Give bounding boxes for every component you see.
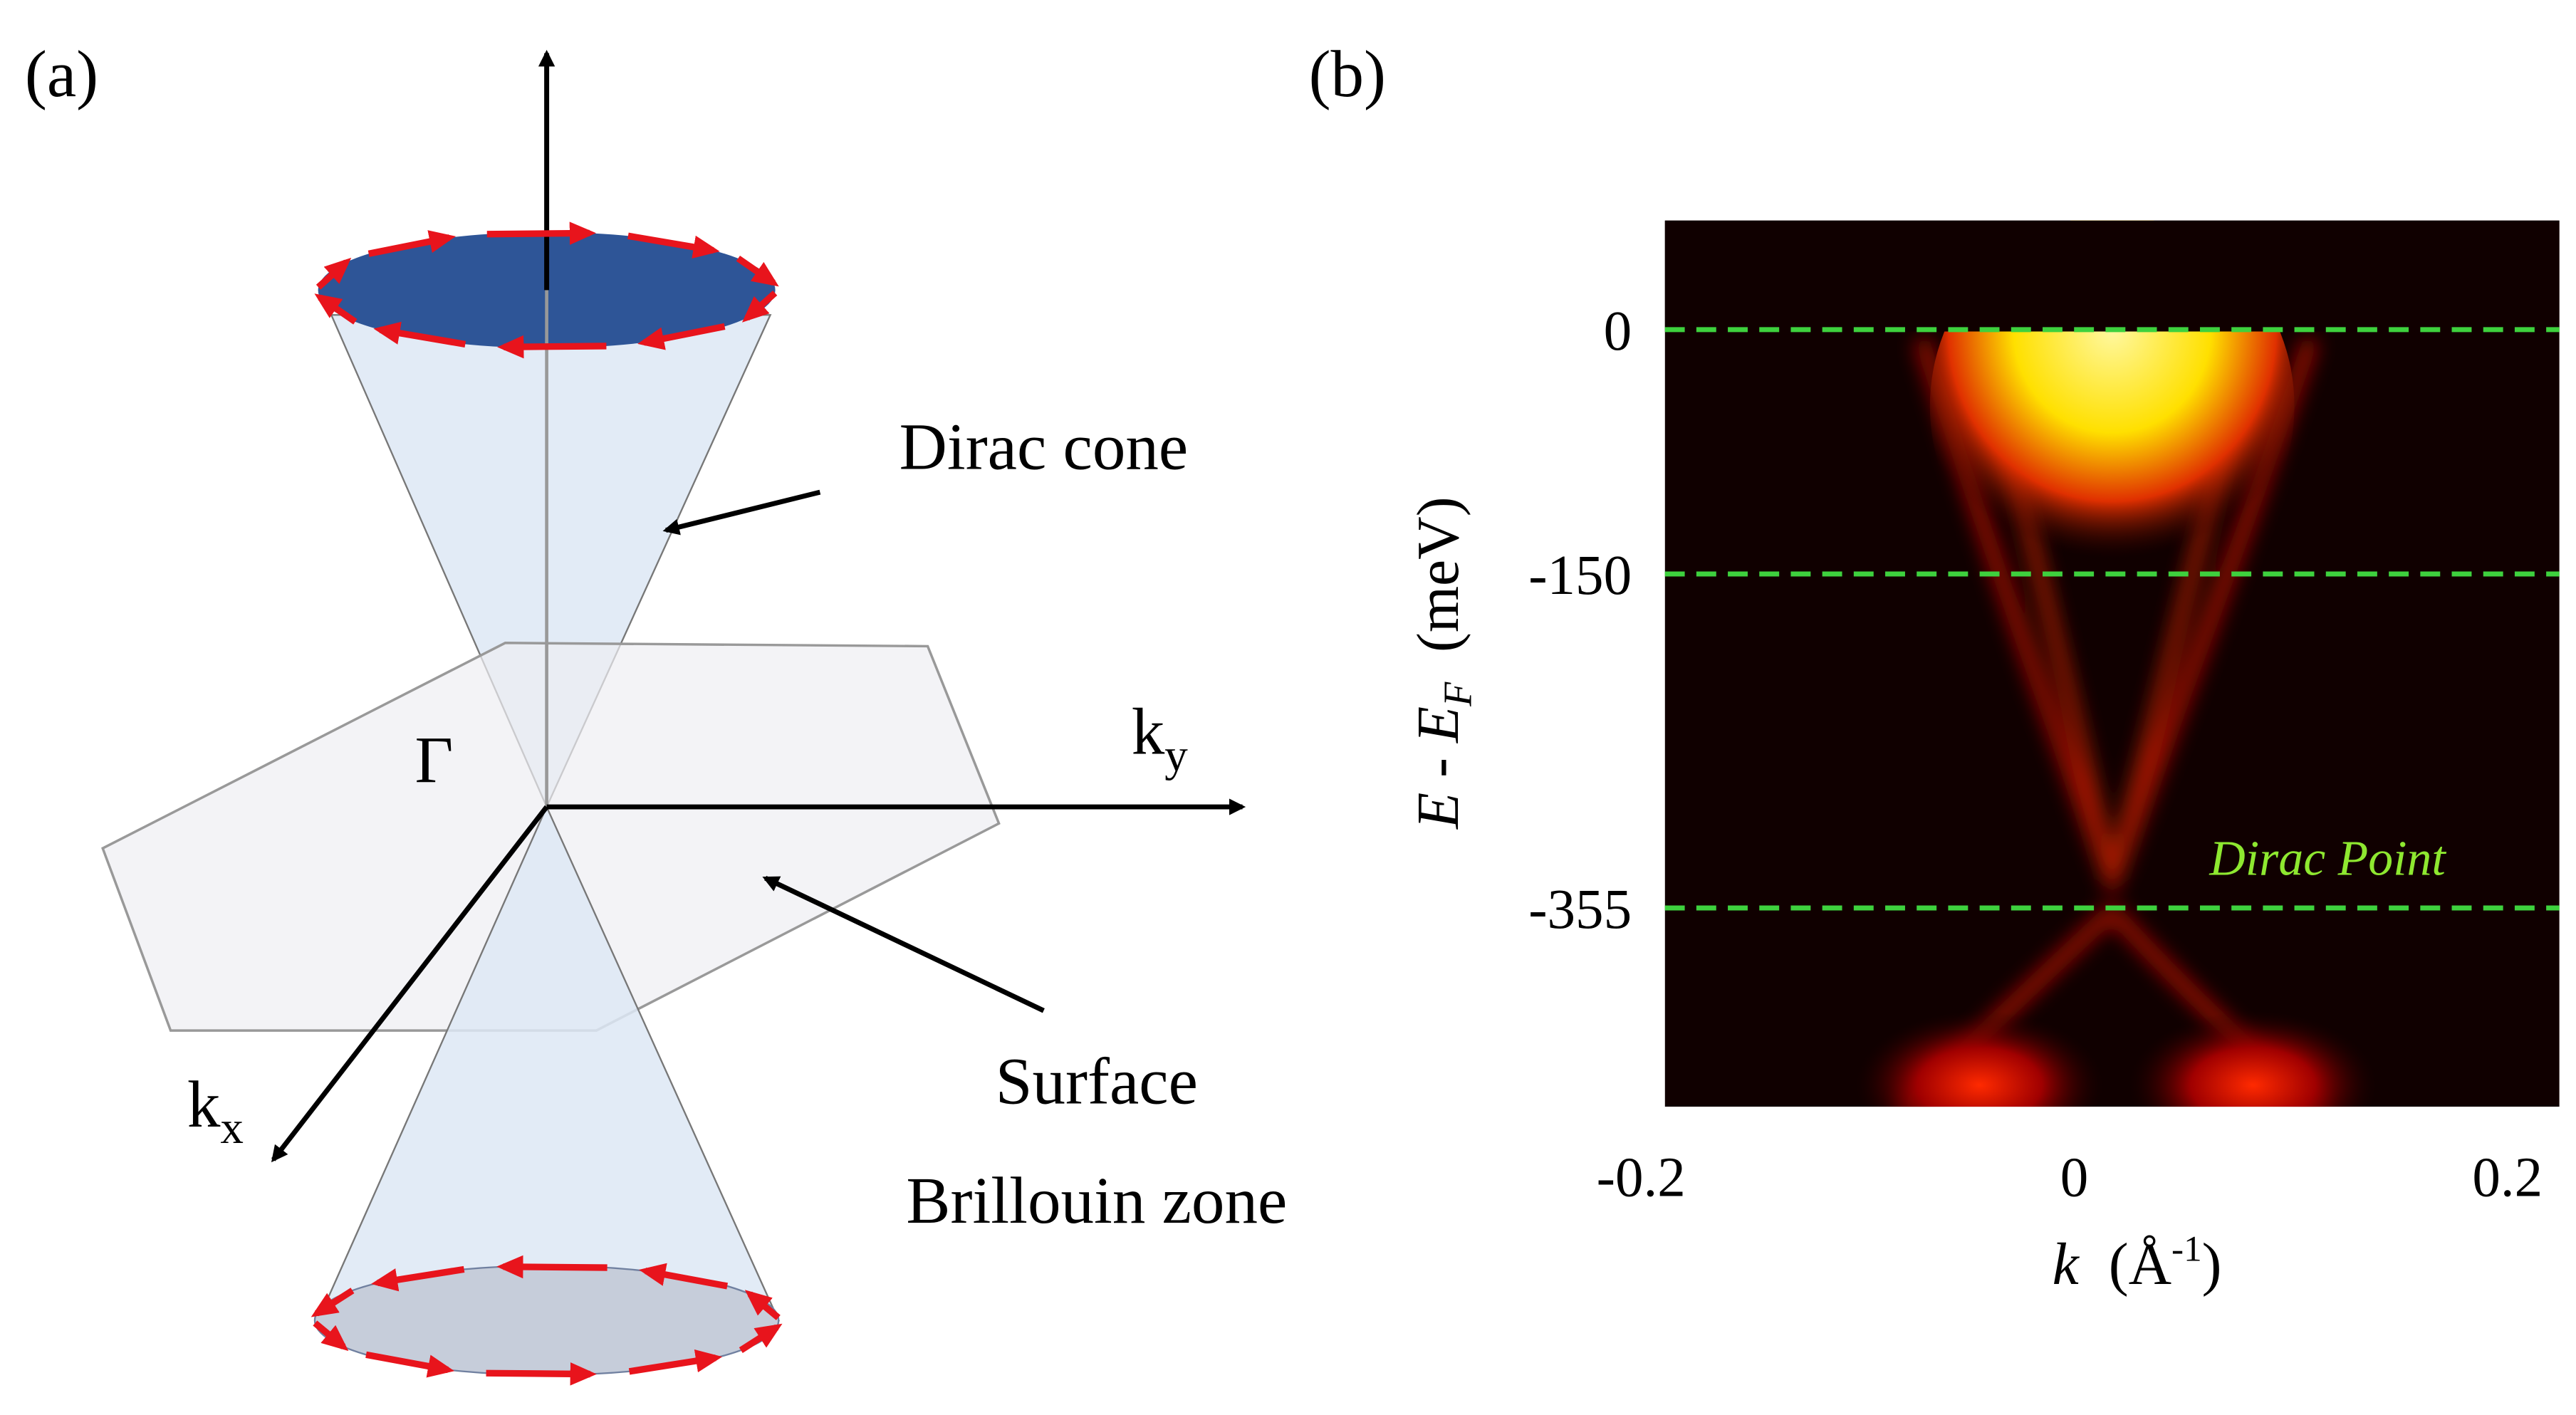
annotation: Dirac Point <box>2209 831 2446 886</box>
subscript: x <box>220 1102 244 1154</box>
surface-label: Surface <box>996 1045 1198 1118</box>
subscript: y <box>1164 730 1188 781</box>
spin-arrow <box>637 323 726 350</box>
x-tick-label: 0.2 <box>2472 1147 2543 1209</box>
dirac-cone-label: Dirac cone <box>899 411 1188 484</box>
spin-arrow <box>639 1263 728 1290</box>
y-tick-label: -355 <box>1528 879 1632 941</box>
label-main: E - E <box>1405 706 1471 830</box>
unit: (Å <box>2109 1231 2171 1297</box>
spin-arrow <box>744 1290 781 1320</box>
spin-arrow <box>496 1255 608 1279</box>
unit: ) <box>2202 1231 2222 1297</box>
superscript: -1 <box>2171 1228 2202 1269</box>
spin-arrow <box>497 335 607 359</box>
spin-arrow <box>486 221 597 245</box>
x-axis-label: k (Å-1) <box>2053 1228 2222 1297</box>
spin-arrow <box>313 1320 349 1352</box>
k: k <box>1132 696 1165 769</box>
arpes-map <box>1664 220 2560 1107</box>
panel-label: (b) <box>1309 38 1386 111</box>
spin-arrow <box>367 230 457 257</box>
y-tick-label: -150 <box>1528 545 1632 607</box>
spin-arrow <box>627 232 720 259</box>
unit: (meV) <box>1405 496 1471 652</box>
kx-label: kx <box>187 1068 244 1154</box>
gamma-label: Γ <box>415 724 454 797</box>
pointer-arrow <box>662 489 821 536</box>
y-axis-label: E - EF (meV) <box>1405 496 1481 829</box>
spin-arrow <box>739 1323 783 1354</box>
spin-arrow <box>628 1349 723 1375</box>
y-tick-label: 0 <box>1604 301 1632 362</box>
spin-arrows <box>311 221 783 1386</box>
spin-arrow <box>736 256 779 287</box>
x-tick-label: 0 <box>2060 1147 2089 1209</box>
label-main: k <box>2053 1231 2080 1297</box>
spin-arrow <box>311 1288 355 1317</box>
pointer-arrow <box>762 875 1045 1013</box>
spin-arrow <box>741 290 778 323</box>
brillouin-label: Brillouin zone <box>906 1164 1287 1238</box>
spin-arrow <box>314 293 358 325</box>
spin-arrow <box>316 257 352 290</box>
ky-label: ky <box>1132 696 1189 781</box>
spin-arrow <box>486 1362 597 1386</box>
intensity <box>2129 1011 2377 1107</box>
spin-arrow <box>371 1265 465 1292</box>
spin-arrow <box>365 1351 455 1378</box>
kx-axis <box>271 805 549 1163</box>
panel-label: (a) <box>25 38 98 111</box>
x-tick-label: -0.2 <box>1597 1147 1686 1209</box>
subscript: F <box>1436 682 1481 707</box>
spin-arrow <box>373 321 466 348</box>
intensity <box>1855 1011 2105 1107</box>
k: k <box>187 1068 221 1142</box>
